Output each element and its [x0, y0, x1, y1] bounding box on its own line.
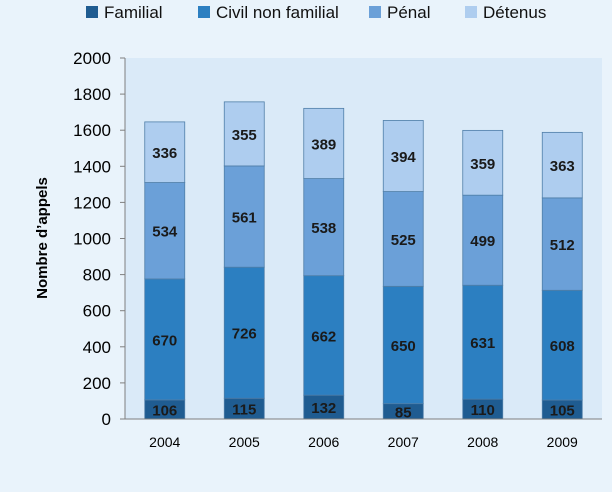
y-tick-label-5: 1000 — [73, 230, 111, 249]
data-label-2008-2: 631 — [470, 335, 495, 352]
y-tick-label-7: 1400 — [73, 157, 111, 176]
data-label-2005-2: 726 — [232, 326, 257, 343]
bar-2005-d-tenus — [223, 101, 265, 167]
data-label-2004-2: 670 — [152, 332, 177, 349]
data-label-2009-2: 608 — [550, 338, 575, 355]
y-tick-label-0: 0 — [102, 410, 111, 429]
data-label-2009-1: 105 — [550, 403, 575, 420]
data-label-2006-3: 538 — [311, 220, 336, 237]
x-tick-label-2008: 2008 — [467, 434, 498, 450]
bar-2008-p-nal — [462, 194, 504, 286]
data-label-2009-4: 363 — [550, 158, 575, 175]
data-label-2005-3: 561 — [232, 210, 257, 227]
bar-2009-p-nal — [541, 197, 583, 291]
data-label-2008-1: 110 — [471, 402, 495, 419]
legend: Familial Civil non familial Pénal Détenus — [86, 3, 546, 22]
x-axis: 2004 2005 2006 2007 2008 2009 — [125, 418, 602, 450]
data-label-2007-1: 85 — [395, 404, 412, 421]
value-labels: 106 670 534 336 115 726 561 355 132 662 538 389 85 65… — [152, 127, 575, 421]
data-label-2004-3: 534 — [152, 224, 178, 241]
data-label-2005-4: 355 — [232, 127, 257, 144]
bar-2006-d-tenus — [303, 107, 345, 179]
legend-label-1: Familial — [104, 3, 163, 22]
data-label-2005-1: 115 — [232, 402, 256, 419]
data-label-2007-4: 394 — [391, 149, 417, 166]
y-tick-label-4: 800 — [83, 266, 111, 285]
legend-label-2: Civil non familial — [216, 3, 339, 22]
bar-2009-d-tenus — [541, 131, 583, 199]
data-label-2008-4: 359 — [470, 156, 495, 173]
y-tick-label-10: 2000 — [73, 49, 111, 68]
legend-swatch-4 — [465, 6, 477, 18]
data-label-2009-3: 512 — [550, 237, 575, 254]
data-label-2006-1: 132 — [311, 400, 336, 417]
legend-swatch-2 — [198, 6, 210, 18]
plot-area — [125, 58, 602, 419]
x-tick-label-2005: 2005 — [229, 434, 260, 450]
y-tick-label-2: 400 — [83, 338, 111, 357]
y-tick-label-9: 1800 — [73, 85, 111, 104]
x-tick-label-2004: 2004 — [149, 434, 180, 450]
x-tick-label-2006: 2006 — [308, 434, 339, 450]
legend-label-4: Détenus — [483, 3, 546, 22]
bar-2007-d-tenus — [382, 120, 424, 192]
bar-2004-civil-non-familial — [144, 278, 186, 401]
y-axis-title: Nombre d’appels — [34, 177, 51, 299]
legend-label-3: Pénal — [387, 3, 430, 22]
bar-2006-p-nal — [303, 178, 345, 277]
bar-2004-p-nal — [144, 182, 186, 280]
data-label-2004-4: 336 — [152, 145, 177, 162]
bar-2004-d-tenus — [144, 121, 186, 183]
y-tick-label-8: 1600 — [73, 121, 111, 140]
y-axis: 0 200 400 600 800 1000 1200 1400 1600 1800 2000 — [73, 49, 126, 429]
bars — [144, 101, 583, 420]
y-tick-label-6: 1200 — [73, 193, 111, 212]
bar-2008-d-tenus — [462, 129, 504, 196]
bar-2007-civil-non-familial — [382, 285, 424, 405]
data-label-2006-2: 662 — [311, 328, 336, 345]
data-label-2006-4: 389 — [311, 136, 336, 153]
data-label-2007-2: 650 — [391, 338, 416, 355]
bar-2009-civil-non-familial — [541, 289, 583, 401]
x-tick-label-2009: 2009 — [547, 434, 578, 450]
legend-swatch-3 — [369, 6, 381, 18]
bar-2008-civil-non-familial — [462, 284, 504, 400]
legend-swatch-1 — [86, 6, 98, 18]
y-tick-label-1: 200 — [83, 374, 111, 393]
data-label-2008-3: 499 — [470, 233, 495, 250]
x-tick-label-2007: 2007 — [388, 434, 419, 450]
data-label-2007-3: 525 — [391, 232, 416, 249]
data-label-2004-1: 106 — [152, 402, 177, 419]
y-tick-label-3: 600 — [83, 302, 111, 321]
